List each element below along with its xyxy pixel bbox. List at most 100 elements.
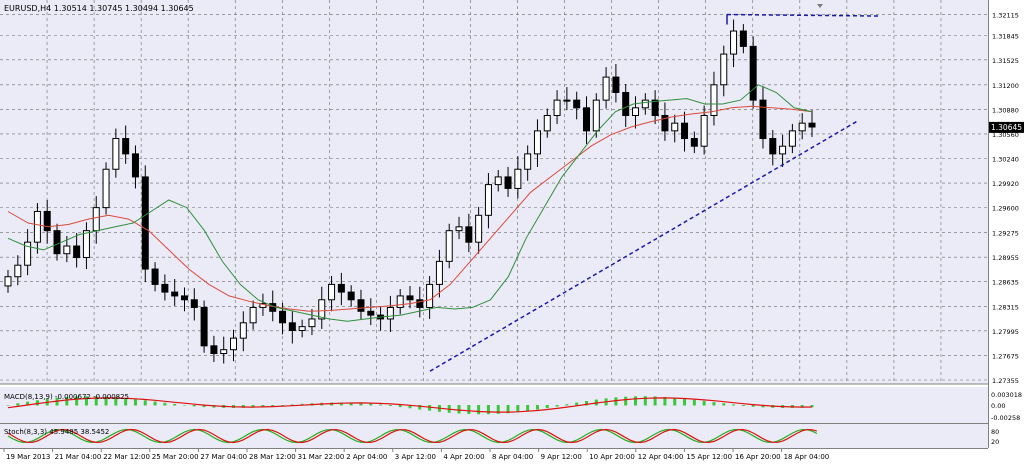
- price-tick: 1.31525: [992, 57, 1019, 65]
- macd-bar: [486, 405, 490, 415]
- candle[interactable]: [808, 122, 816, 128]
- candle[interactable]: [632, 107, 640, 116]
- candle[interactable]: [347, 291, 355, 301]
- candle[interactable]: [406, 295, 414, 301]
- candle[interactable]: [190, 299, 198, 308]
- candle[interactable]: [494, 176, 502, 186]
- macd-bar: [732, 404, 736, 406]
- price-tick: 1.27675: [992, 352, 1019, 360]
- candle[interactable]: [73, 245, 81, 259]
- candle[interactable]: [53, 230, 61, 255]
- candle[interactable]: [298, 326, 306, 331]
- candle[interactable]: [553, 99, 561, 116]
- candle[interactable]: [602, 76, 610, 101]
- candle[interactable]: [279, 310, 287, 324]
- macd-bar: [359, 403, 363, 406]
- candle[interactable]: [357, 299, 365, 312]
- candle[interactable]: [514, 168, 522, 189]
- candle[interactable]: [730, 30, 738, 55]
- resistance-line[interactable]: [726, 13, 881, 17]
- candle[interactable]: [739, 30, 747, 47]
- candle[interactable]: [504, 176, 512, 189]
- candle[interactable]: [543, 114, 551, 132]
- candle[interactable]: [24, 241, 32, 266]
- candle[interactable]: [700, 114, 708, 147]
- candle[interactable]: [337, 283, 345, 293]
- candle[interactable]: [465, 226, 473, 243]
- candle[interactable]: [681, 122, 689, 140]
- candle[interactable]: [651, 99, 659, 116]
- candle[interactable]: [475, 214, 483, 243]
- candle[interactable]: [328, 283, 336, 301]
- candle[interactable]: [92, 207, 100, 232]
- candle[interactable]: [220, 349, 228, 355]
- candle[interactable]: [563, 99, 571, 102]
- candle[interactable]: [524, 153, 532, 170]
- candle[interactable]: [200, 306, 208, 347]
- candle[interactable]: [710, 84, 718, 116]
- candle[interactable]: [641, 99, 649, 109]
- price-tick: 1.30240: [992, 155, 1019, 163]
- candle[interactable]: [82, 230, 90, 259]
- candle[interactable]: [180, 295, 188, 301]
- candle[interactable]: [720, 53, 728, 86]
- candle[interactable]: [788, 130, 796, 147]
- price-tick: 1.27995: [992, 328, 1019, 336]
- candle[interactable]: [249, 306, 257, 324]
- candle[interactable]: [63, 245, 71, 255]
- candle[interactable]: [239, 322, 247, 339]
- candle[interactable]: [141, 176, 149, 270]
- candle[interactable]: [33, 210, 41, 243]
- candle[interactable]: [210, 345, 218, 355]
- candle[interactable]: [161, 283, 169, 293]
- candle[interactable]: [661, 114, 669, 132]
- time-label: 15 Apr 12:00: [686, 453, 732, 461]
- candles[interactable]: [4, 19, 816, 364]
- candle[interactable]: [14, 264, 22, 278]
- candle[interactable]: [455, 226, 463, 232]
- candle[interactable]: [769, 138, 777, 155]
- candle[interactable]: [122, 138, 130, 155]
- candle[interactable]: [690, 138, 698, 147]
- candle[interactable]: [484, 184, 492, 216]
- candle[interactable]: [759, 99, 767, 140]
- candle[interactable]: [798, 122, 806, 132]
- time-label: 3 Apr 12:00: [395, 453, 436, 461]
- candle[interactable]: [308, 318, 316, 328]
- candle[interactable]: [445, 230, 453, 262]
- candle[interactable]: [131, 153, 139, 178]
- candle[interactable]: [386, 306, 394, 320]
- candle[interactable]: [592, 99, 600, 132]
- candle[interactable]: [779, 145, 787, 155]
- candle[interactable]: [533, 130, 541, 155]
- scroll-marker-icon: [817, 4, 823, 8]
- candle[interactable]: [151, 268, 159, 285]
- candle[interactable]: [102, 168, 110, 209]
- candle[interactable]: [171, 291, 179, 297]
- main-plot-area[interactable]: [0, 0, 988, 384]
- candle[interactable]: [426, 283, 434, 308]
- candle[interactable]: [416, 299, 424, 308]
- candle[interactable]: [396, 295, 404, 308]
- candle[interactable]: [622, 91, 630, 116]
- support-trendline[interactable]: [429, 120, 859, 372]
- trendlines[interactable]: [429, 13, 881, 372]
- candle[interactable]: [435, 260, 443, 285]
- macd-panel[interactable]: [0, 387, 988, 423]
- candle[interactable]: [4, 276, 12, 287]
- candle[interactable]: [573, 99, 581, 109]
- candle[interactable]: [318, 299, 326, 320]
- stoch-panel[interactable]: [0, 424, 988, 448]
- candle[interactable]: [612, 76, 620, 93]
- candle[interactable]: [367, 310, 375, 316]
- candle[interactable]: [582, 107, 590, 132]
- candle[interactable]: [749, 45, 757, 101]
- candle[interactable]: [230, 337, 238, 351]
- time-label: 16 Apr 20:00: [735, 453, 781, 461]
- candle[interactable]: [288, 322, 296, 331]
- candle[interactable]: [671, 122, 679, 132]
- candle[interactable]: [112, 138, 120, 170]
- candle[interactable]: [43, 210, 51, 232]
